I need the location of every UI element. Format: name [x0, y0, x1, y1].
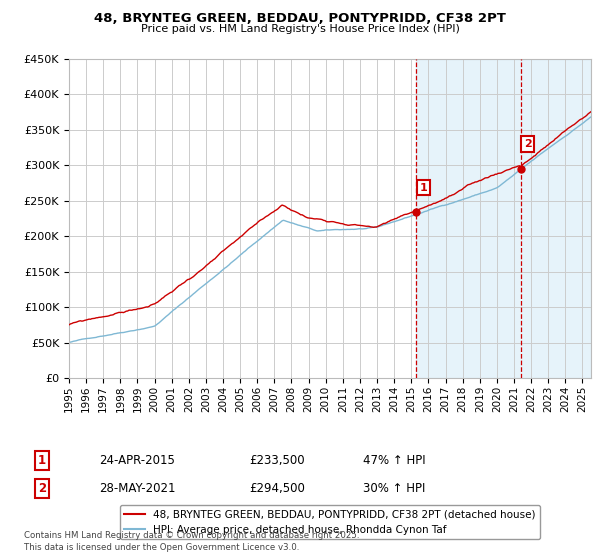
Text: Contains HM Land Registry data © Crown copyright and database right 2025.
This d: Contains HM Land Registry data © Crown c…	[24, 531, 359, 552]
Legend: 48, BRYNTEG GREEN, BEDDAU, PONTYPRIDD, CF38 2PT (detached house), HPI: Average p: 48, BRYNTEG GREEN, BEDDAU, PONTYPRIDD, C…	[120, 505, 540, 539]
Text: £294,500: £294,500	[249, 482, 305, 495]
Bar	[416, 59, 591, 378]
Text: £233,500: £233,500	[249, 454, 305, 467]
Text: 48, BRYNTEG GREEN, BEDDAU, PONTYPRIDD, CF38 2PT: 48, BRYNTEG GREEN, BEDDAU, PONTYPRIDD, C…	[94, 12, 506, 25]
Text: 2: 2	[38, 482, 46, 495]
Text: 47% ↑ HPI: 47% ↑ HPI	[363, 454, 425, 467]
Text: 28-MAY-2021: 28-MAY-2021	[99, 482, 176, 495]
Text: 1: 1	[38, 454, 46, 467]
Text: Price paid vs. HM Land Registry's House Price Index (HPI): Price paid vs. HM Land Registry's House …	[140, 24, 460, 34]
Text: 30% ↑ HPI: 30% ↑ HPI	[363, 482, 425, 495]
Text: 1: 1	[419, 183, 427, 193]
Text: 2: 2	[524, 139, 532, 150]
Text: 24-APR-2015: 24-APR-2015	[99, 454, 175, 467]
